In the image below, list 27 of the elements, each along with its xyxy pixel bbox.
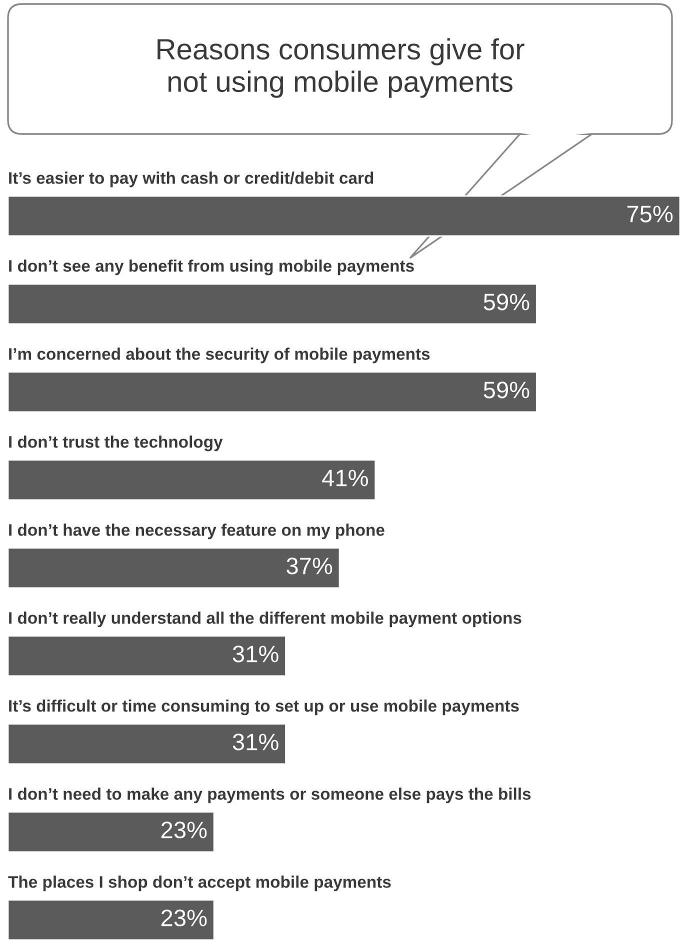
y-tick-label: I don’t really understand all the different mobile payment options [9,612,522,628]
bar [8,459,376,501]
data-label: 75% [627,206,673,222]
y-tick-label: I don’t trust the technology [9,436,223,452]
y-tick-label: It’s easier to pay with cash or credit/debit card [9,172,374,188]
bar [8,811,215,853]
data-label: 31% [232,734,278,750]
y-tick-label: The places I shop don’t accept mobile payments [8,876,391,892]
data-label: 23% [161,910,207,926]
y-tick-label: I don’t have the necessary feature on my phone [9,524,384,540]
data-label: 59% [484,294,530,310]
data-label: 41% [322,470,368,486]
bar [8,635,286,677]
data-label: 37% [286,558,332,574]
bar [8,547,340,589]
y-tick-label: I don’t need to make any payments or someone else pays the bills [9,788,531,804]
data-label: 59% [484,382,530,398]
bar [8,899,215,941]
bar [8,723,286,765]
y-tick-label: I don’t see any benefit from using mobile payments [9,260,414,276]
data-label: 31% [232,646,278,662]
y-tick-label: It’s difficult or time consuming to set up or use mobile payments [9,700,519,716]
data-label: 23% [161,822,207,838]
bar [8,371,538,413]
bar [8,283,538,325]
y-tick-label: I’m concerned about the security of mobile payments [9,348,430,364]
chart-title: Reasons consumers give for not using mobile payments [158,38,524,98]
